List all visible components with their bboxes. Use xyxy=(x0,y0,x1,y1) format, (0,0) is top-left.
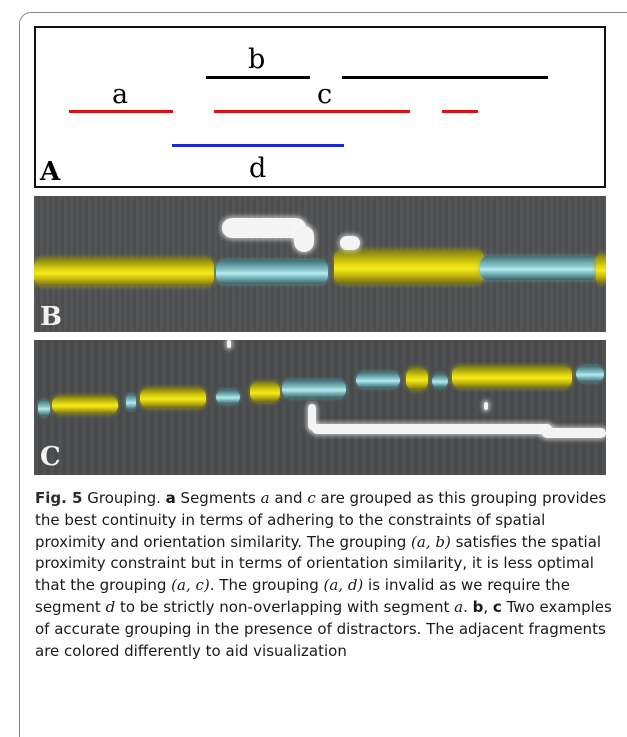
white-distractor-dot xyxy=(340,236,360,250)
segment-label-a: a xyxy=(112,79,129,110)
segment-label-d: d xyxy=(249,153,267,184)
caption-text: , xyxy=(483,597,493,616)
yellow-filament-middle xyxy=(334,250,484,284)
caption-symbol: a xyxy=(454,597,464,616)
white-distractor-lower xyxy=(312,424,552,434)
yellow-fragment-c3 xyxy=(250,382,280,402)
caption-text: is invalid as we require the segment xyxy=(35,576,570,616)
cyan-fragment-c7 xyxy=(576,366,604,382)
panel-a-diagram: b a c d A xyxy=(34,26,606,188)
segment-b-line xyxy=(206,76,310,79)
segment-label-c: c xyxy=(317,79,333,110)
segment-d-line xyxy=(172,144,344,147)
figure-label: Fig. 5 xyxy=(35,489,83,507)
segment-a-line xyxy=(69,110,173,113)
white-distractor-hook xyxy=(308,404,316,430)
segment-c-upper-line xyxy=(342,76,548,79)
caption-text: Segments xyxy=(175,489,261,507)
caption-symbol: a xyxy=(260,489,270,507)
caption-symbol: d xyxy=(105,597,116,616)
caption-text: . xyxy=(463,597,473,616)
yellow-fragment-c4 xyxy=(406,368,428,390)
segment-c-line xyxy=(214,110,410,113)
caption-panel-c-ref: c xyxy=(492,597,502,616)
yellow-filament-left xyxy=(34,258,214,286)
segment-label-b: b xyxy=(248,44,266,75)
caption-panel-a-ref: a xyxy=(165,489,176,507)
panel-c-image: C xyxy=(34,340,606,475)
cyan-fragment-c2 xyxy=(126,394,136,410)
panel-c-letter: C xyxy=(40,442,61,472)
white-distractor-arc xyxy=(222,218,306,238)
white-distractor-tail xyxy=(294,226,314,252)
caption-title: Grouping. xyxy=(82,489,166,507)
caption-grouping: (a, d) xyxy=(323,576,364,595)
figure-caption: Fig. 5 Grouping. a Segments a and c are … xyxy=(35,488,620,662)
panel-a-letter: A xyxy=(40,157,61,187)
cyan-fragment-c4 xyxy=(282,380,346,398)
cyan-fragment-c3 xyxy=(216,390,240,404)
figure-frame xyxy=(19,12,627,737)
panel-b-image: B xyxy=(34,196,606,332)
caption-text: and xyxy=(269,489,308,507)
cyan-fragment-c5 xyxy=(356,372,400,388)
white-speck-right xyxy=(484,402,488,410)
caption-panel-b-ref: b xyxy=(472,597,484,616)
caption-text: satisfies the spatial proximity constrai… xyxy=(35,532,602,595)
caption-text: . The grouping xyxy=(209,576,324,595)
white-speck-top xyxy=(227,340,231,348)
cyan-filament-1 xyxy=(216,260,328,284)
white-distractor-lower-right xyxy=(542,428,606,438)
yellow-filament-right xyxy=(596,254,606,284)
yellow-fragment-c5 xyxy=(452,366,572,388)
yellow-fragment-c2 xyxy=(140,388,206,408)
cyan-fragment-c6 xyxy=(432,374,448,388)
caption-text: to be strictly non-overlapping with segm… xyxy=(115,597,455,616)
cyan-filament-2 xyxy=(480,256,598,280)
panel-b-letter: B xyxy=(40,302,62,332)
segment-small-red-line xyxy=(442,110,478,113)
caption-symbol: c xyxy=(307,489,316,507)
yellow-fragment-c1 xyxy=(52,396,118,414)
caption-text: Two examples of accurate grouping in the… xyxy=(35,597,612,660)
caption-grouping: (a, c) xyxy=(171,576,210,595)
panel-c-texture xyxy=(34,340,606,475)
caption-grouping: (a, b) xyxy=(411,532,451,551)
cyan-fragment-c1 xyxy=(38,400,50,416)
caption-text: are grouped as this grouping provides th… xyxy=(35,489,607,551)
